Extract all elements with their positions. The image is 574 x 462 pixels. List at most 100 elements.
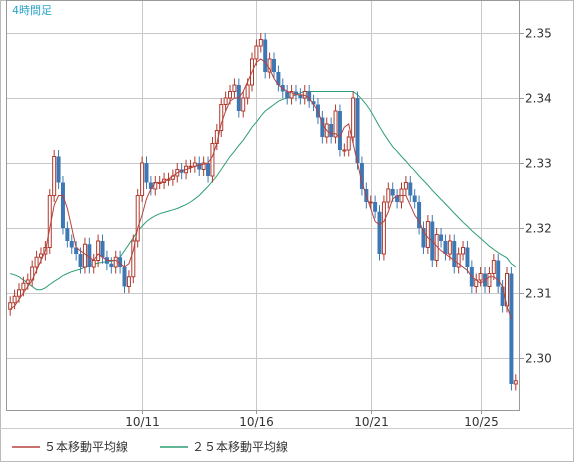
plot-frame: [6, 0, 520, 411]
candle-body-up: [456, 253, 461, 268]
y-tick-label: 2.31: [525, 287, 552, 301]
candle-body-up: [447, 240, 452, 255]
candle-body-down: [377, 211, 382, 254]
candle-body-down: [307, 91, 312, 102]
candle-body-up: [346, 136, 351, 151]
y-axis-ticks: 2.35 2.34 2.33 2.32 2.31 2.30: [519, 27, 552, 366]
candle-body-down: [206, 163, 211, 176]
candle-body-up: [82, 243, 87, 268]
candle-body-down: [263, 39, 268, 72]
candle-body-up: [491, 260, 496, 274]
y-tick-label: 2.32: [525, 222, 552, 236]
candle-body-up: [513, 380, 518, 385]
candle-body-up: [267, 58, 272, 73]
candle-body-up: [254, 45, 259, 60]
candle-body-up: [223, 97, 228, 105]
x-tick-label: 10/11: [125, 415, 160, 429]
candle-body-down: [60, 182, 65, 228]
candle-body-up: [403, 182, 408, 190]
candle-body-down: [65, 228, 70, 241]
candle-body-up: [381, 201, 386, 255]
y-tick-label: 2.35: [525, 27, 552, 41]
candle-body-down: [320, 117, 325, 137]
y-tick-label: 2.30: [525, 352, 552, 366]
candle-body-down: [395, 195, 400, 202]
candle-body-down: [443, 241, 448, 254]
candle-body-down: [78, 254, 83, 267]
candle-body-down: [298, 94, 303, 98]
candle-body-up: [91, 260, 96, 268]
candle-body-up: [140, 162, 145, 196]
candle-body-down: [355, 98, 360, 163]
candle-body-down: [500, 286, 505, 306]
candle-body-up: [386, 188, 391, 203]
candle-body-up: [96, 240, 101, 261]
candle-body-down: [118, 257, 123, 267]
x-tick-label: 10/21: [354, 415, 389, 429]
candle-body-up: [34, 256, 39, 268]
y-tick-label: 2.34: [525, 92, 552, 106]
candle-body-up: [425, 221, 430, 248]
candle-body-up: [241, 97, 246, 112]
candle-body-up: [38, 253, 43, 258]
candle-body-down: [329, 124, 334, 137]
candle-body-up: [12, 295, 17, 304]
y-tick-label: 2.33: [525, 157, 552, 171]
candle-body-down: [285, 91, 290, 98]
candle-body-up: [8, 302, 13, 310]
legend-ma25: ２５本移動平均線: [160, 439, 288, 454]
candle-body-down: [276, 72, 281, 85]
candle-body-down: [87, 244, 92, 267]
candle-body-down: [412, 195, 417, 202]
candle-body-up: [52, 156, 57, 196]
legend-ma5-label: ５本移動平均線: [44, 439, 128, 454]
candle-body-down: [509, 273, 514, 384]
candle-body-up: [210, 143, 215, 177]
candle-body-down: [311, 101, 316, 105]
candle-body-up: [232, 84, 237, 92]
candle-body-up: [131, 240, 136, 278]
candle-body-up: [487, 273, 492, 287]
candle-body-up: [25, 279, 30, 284]
candle-body-up: [188, 165, 193, 168]
candle-body-up: [228, 91, 233, 99]
candle-body-down: [148, 182, 153, 189]
x-tick-label: 10/16: [239, 415, 274, 429]
candle-body-down: [373, 202, 378, 212]
candle-body-up: [478, 273, 483, 281]
candle-body-up: [201, 162, 206, 170]
candle-body-down: [390, 189, 395, 196]
candle-body-down: [496, 260, 501, 287]
candle-body-up: [21, 282, 26, 291]
candle-body-down: [337, 111, 342, 150]
candle-body-down: [271, 59, 276, 72]
x-axis-ticks: 10/11 10/16 10/21 10/25: [125, 410, 499, 429]
candle-body-down: [109, 263, 114, 267]
candle-body-down: [293, 91, 298, 95]
candle-body-up: [342, 149, 347, 152]
candle-body-down: [452, 241, 457, 267]
candle-body-down: [122, 267, 127, 287]
candle-body-up: [351, 97, 356, 138]
candle-body-down: [439, 234, 444, 241]
ma5-line: [9, 58, 512, 320]
x-tick-label: 10/25: [464, 415, 499, 429]
candle-body-down: [74, 247, 79, 254]
candle-body-down: [408, 182, 413, 196]
chart-title: 4時間足: [12, 4, 52, 17]
candle-body-up: [245, 84, 250, 99]
candle-body-down: [359, 163, 364, 189]
legend-ma25-label: ２５本移動平均線: [192, 439, 288, 454]
candle-body-up: [126, 276, 131, 287]
candle-body-down: [56, 156, 61, 183]
candle-body-down: [69, 241, 74, 248]
candles-layer: [8, 33, 518, 391]
candle-body-up: [368, 201, 373, 204]
candle-body-down: [144, 163, 149, 183]
legend-ma5: ５本移動平均線: [12, 439, 128, 454]
candle-body-up: [113, 256, 118, 268]
grid-lines: [7, 1, 519, 410]
